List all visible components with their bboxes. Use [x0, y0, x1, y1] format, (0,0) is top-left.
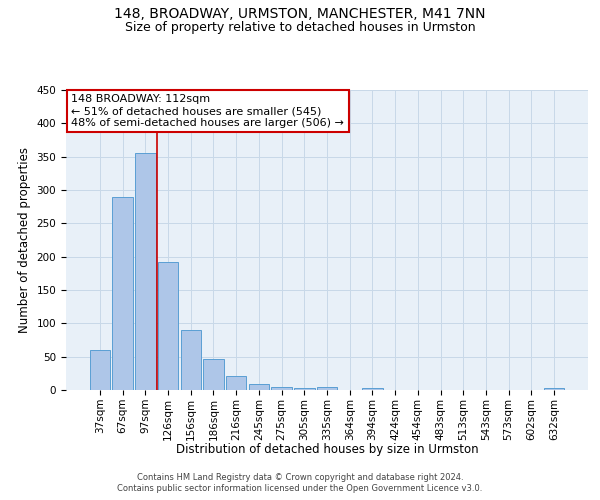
- Bar: [294, 388, 314, 390]
- Bar: [248, 384, 269, 390]
- Text: Size of property relative to detached houses in Urmston: Size of property relative to detached ho…: [125, 21, 475, 34]
- Bar: [544, 388, 564, 390]
- Text: Contains public sector information licensed under the Open Government Licence v3: Contains public sector information licen…: [118, 484, 482, 493]
- Bar: [112, 196, 133, 390]
- Bar: [158, 262, 178, 390]
- Bar: [226, 376, 247, 390]
- Bar: [317, 388, 337, 390]
- Bar: [181, 330, 201, 390]
- Text: Distribution of detached houses by size in Urmston: Distribution of detached houses by size …: [176, 442, 478, 456]
- Bar: [90, 350, 110, 390]
- Bar: [203, 360, 224, 390]
- Bar: [271, 388, 292, 390]
- Y-axis label: Number of detached properties: Number of detached properties: [18, 147, 31, 333]
- Bar: [135, 154, 155, 390]
- Bar: [362, 388, 383, 390]
- Text: Contains HM Land Registry data © Crown copyright and database right 2024.: Contains HM Land Registry data © Crown c…: [137, 472, 463, 482]
- Text: 148 BROADWAY: 112sqm
← 51% of detached houses are smaller (545)
48% of semi-deta: 148 BROADWAY: 112sqm ← 51% of detached h…: [71, 94, 344, 128]
- Text: 148, BROADWAY, URMSTON, MANCHESTER, M41 7NN: 148, BROADWAY, URMSTON, MANCHESTER, M41 …: [114, 8, 486, 22]
